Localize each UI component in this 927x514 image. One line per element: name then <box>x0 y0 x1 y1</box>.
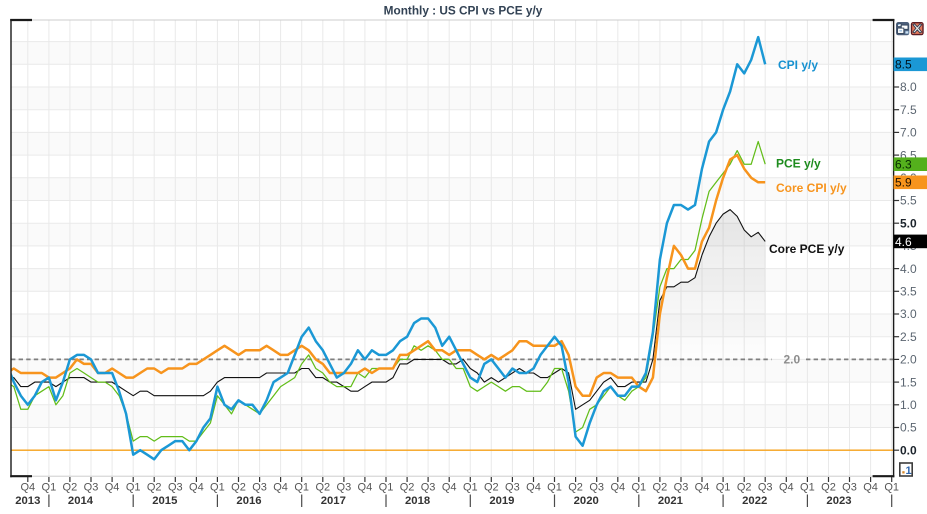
svg-text:2.5: 2.5 <box>900 330 917 344</box>
svg-text:Q3: Q3 <box>589 482 604 494</box>
svg-text:7.5: 7.5 <box>900 103 917 117</box>
svg-text:Q3: Q3 <box>337 482 352 494</box>
svg-text:5.0: 5.0 <box>900 216 917 230</box>
svg-text:Core PCE y/y: Core PCE y/y <box>769 242 845 256</box>
svg-text:2019: 2019 <box>489 495 514 507</box>
svg-text:0.5: 0.5 <box>900 421 917 435</box>
svg-text:Q2: Q2 <box>821 482 836 494</box>
svg-text:Q1: Q1 <box>294 482 309 494</box>
svg-text:Q4: Q4 <box>358 482 373 494</box>
svg-text:2015: 2015 <box>152 495 177 507</box>
svg-text:4.0: 4.0 <box>900 262 917 276</box>
svg-text:Q2: Q2 <box>147 482 162 494</box>
svg-text:Q4: Q4 <box>273 482 288 494</box>
svg-text:2016: 2016 <box>236 495 261 507</box>
svg-text:2017: 2017 <box>321 495 346 507</box>
svg-text:CPI y/y: CPI y/y <box>778 58 818 72</box>
svg-text:Q2: Q2 <box>568 482 583 494</box>
svg-text:2023: 2023 <box>826 495 851 507</box>
svg-text:Q4: Q4 <box>526 482 541 494</box>
svg-text:Q4: Q4 <box>105 482 120 494</box>
svg-text:Monthly : US CPI vs PCE y/y: Monthly : US CPI vs PCE y/y <box>384 4 543 18</box>
svg-text:7.0: 7.0 <box>900 126 917 140</box>
svg-text:Q2: Q2 <box>231 482 246 494</box>
svg-text:Q4: Q4 <box>610 482 625 494</box>
svg-text:Q1: Q1 <box>126 482 141 494</box>
svg-text:2020: 2020 <box>574 495 599 507</box>
svg-text:Q4: Q4 <box>863 482 878 494</box>
svg-text:Q3: Q3 <box>252 482 267 494</box>
svg-text:Q2: Q2 <box>63 482 78 494</box>
svg-text:Q1: Q1 <box>379 482 394 494</box>
svg-text:2018: 2018 <box>405 495 430 507</box>
svg-text:2.0: 2.0 <box>784 353 801 367</box>
svg-text:Q1: Q1 <box>42 482 57 494</box>
svg-text:Q3: Q3 <box>674 482 689 494</box>
svg-text:Q3: Q3 <box>758 482 773 494</box>
svg-text:Q3: Q3 <box>84 482 99 494</box>
svg-text:6.3: 6.3 <box>895 158 912 172</box>
svg-text:5.9: 5.9 <box>895 176 912 190</box>
svg-text:8.5: 8.5 <box>895 58 912 72</box>
svg-text:Q3: Q3 <box>168 482 183 494</box>
svg-text:3.0: 3.0 <box>900 307 917 321</box>
svg-text:1: 1 <box>906 465 912 477</box>
svg-text:Q1: Q1 <box>884 482 899 494</box>
svg-text:2.0: 2.0 <box>900 353 917 367</box>
svg-text:Q1: Q1 <box>800 482 815 494</box>
svg-text:PCE y/y: PCE y/y <box>776 157 821 171</box>
svg-text:2014: 2014 <box>68 495 94 507</box>
svg-text:Q2: Q2 <box>484 482 499 494</box>
svg-text:2022: 2022 <box>742 495 767 507</box>
svg-text:0.0: 0.0 <box>900 443 917 457</box>
svg-text:Q2: Q2 <box>315 482 330 494</box>
svg-text:2013: 2013 <box>15 495 40 507</box>
svg-text:3.5: 3.5 <box>900 285 917 299</box>
svg-text:1.5: 1.5 <box>900 375 917 389</box>
svg-text:Q2: Q2 <box>737 482 752 494</box>
svg-text:8.0: 8.0 <box>900 80 917 94</box>
svg-text:Q4: Q4 <box>779 482 794 494</box>
svg-text:2021: 2021 <box>658 495 683 507</box>
svg-text:Q2: Q2 <box>653 482 668 494</box>
svg-text:5.5: 5.5 <box>900 194 917 208</box>
svg-text:Q1: Q1 <box>631 482 646 494</box>
svg-text:Q3: Q3 <box>505 482 520 494</box>
svg-text:Q4: Q4 <box>189 482 204 494</box>
svg-text:Q3: Q3 <box>421 482 436 494</box>
svg-text:Core CPI y/y: Core CPI y/y <box>776 181 847 195</box>
svg-text:Q1: Q1 <box>547 482 562 494</box>
svg-text:Q4: Q4 <box>20 482 35 494</box>
svg-text:4.6: 4.6 <box>895 235 912 249</box>
svg-text:Q2: Q2 <box>400 482 415 494</box>
svg-text:Q4: Q4 <box>695 482 710 494</box>
svg-text:1.0: 1.0 <box>900 398 917 412</box>
svg-text:Q1: Q1 <box>716 482 731 494</box>
svg-text:Q1: Q1 <box>210 482 225 494</box>
svg-text:Q3: Q3 <box>842 482 857 494</box>
svg-text:Q4: Q4 <box>442 482 457 494</box>
svg-text:Q1: Q1 <box>463 482 478 494</box>
